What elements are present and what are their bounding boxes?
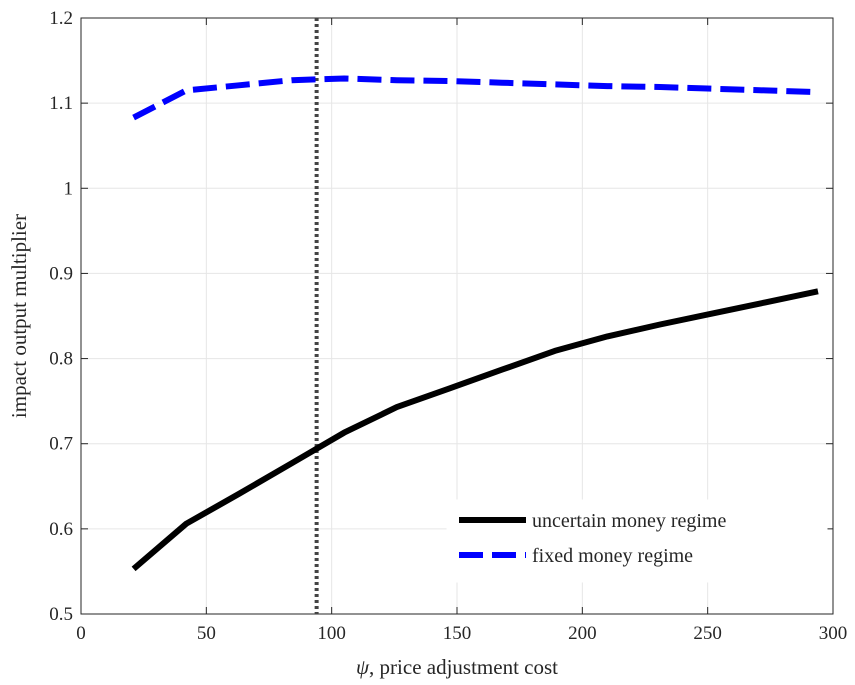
x-tick-label: 100 — [317, 623, 346, 644]
y-tick-label: 0.7 — [49, 434, 73, 455]
x-axis-symbol: ψ — [356, 655, 370, 679]
y-tick-label: 0.6 — [49, 519, 73, 540]
x-tick-label: 250 — [693, 623, 722, 644]
y-tick-label: 1 — [64, 178, 74, 199]
legend: uncertain money regime fixed money regim… — [446, 499, 828, 583]
x-tick-label: 50 — [197, 623, 216, 644]
x-tick-label: 150 — [443, 623, 472, 644]
x-tick-label: 0 — [76, 623, 86, 644]
y-tick-label: 0.5 — [49, 604, 73, 625]
y-axis-label: impact output multiplier — [7, 214, 31, 418]
legend-label-fixed: fixed money regime — [532, 545, 693, 567]
x-axis-label: ψ, price adjustment cost — [356, 655, 558, 679]
y-tick-label: 0.8 — [49, 349, 73, 370]
x-tick-label: 300 — [819, 623, 848, 644]
legend-label-uncertain: uncertain money regime — [532, 510, 726, 532]
x-tick-label: 200 — [568, 623, 597, 644]
y-tick-label: 1.2 — [49, 8, 73, 29]
y-axis: 0.5 0.6 0.7 0.8 0.9 1 1.1 1.2 — [49, 8, 833, 625]
series-line-fixed-money — [132, 75, 819, 121]
legend-box — [446, 499, 828, 583]
y-tick-label: 0.9 — [49, 263, 73, 284]
x-axis-label-text: , price adjustment cost — [369, 655, 558, 679]
series-layer — [131, 75, 819, 572]
y-tick-label: 1.1 — [49, 93, 73, 114]
x-axis: 0 50 100 150 200 250 300 — [76, 18, 847, 644]
series-line-uncertain-money — [131, 288, 819, 572]
